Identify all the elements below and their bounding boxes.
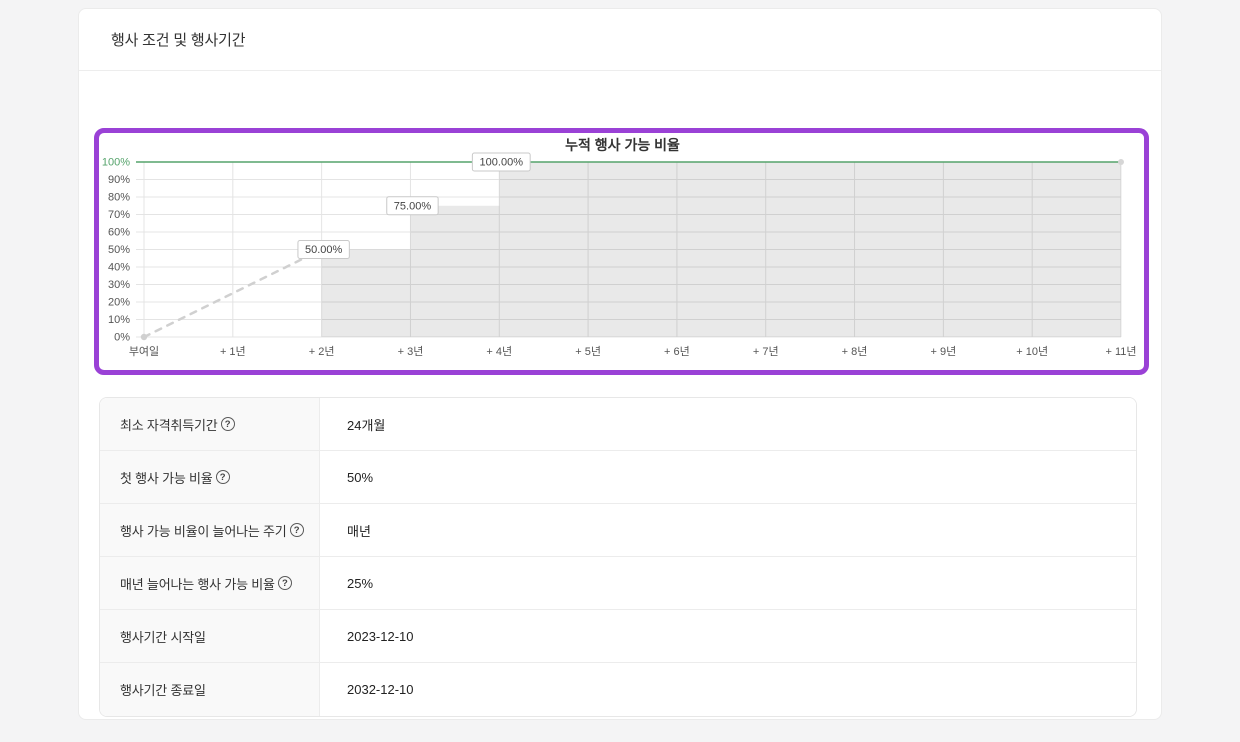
x-tick-label: + 10년 (1016, 345, 1048, 358)
row-value: 24개월 (347, 417, 386, 433)
table-row: 행사기간 시작일 2023-12-10 (100, 610, 1136, 663)
row-label-cell: 매년 늘어나는 행사 가능 비율 ? (100, 557, 320, 609)
x-tick-label: + 9년 (931, 345, 957, 358)
row-label-cell: 최소 자격취득기간 ? (100, 398, 320, 450)
row-label: 행사기간 시작일 (120, 629, 206, 645)
y-tick-label: 60% (108, 227, 130, 239)
vesting-chart-panel: 100% 90% 80% 70% 60% 50% 40% 30% 20% 10% 0% 부여일 + 1년… (94, 128, 1149, 375)
y-tick-label: 90% (108, 174, 130, 186)
point-label-box (471, 152, 531, 172)
row-label: 첫 행사 가능 비율 (120, 470, 213, 486)
y-tick-label: 10% (108, 314, 130, 326)
point-label-text: 50.00% (305, 244, 343, 256)
table-row: 최소 자격취득기간 ? 24개월 (100, 398, 1136, 451)
row-label: 매년 늘어나는 행사 가능 비율 (120, 576, 275, 592)
x-tick-label: + 6년 (664, 345, 690, 358)
vesting-ramp-dashed-line (142, 248, 323, 339)
help-icon[interactable]: ? (215, 470, 230, 484)
y-tick-label: 50% (108, 244, 130, 256)
table-row: 매년 늘어나는 행사 가능 비율 ? 25% (100, 557, 1136, 610)
table-row: 행사 가능 비율이 늘어나는 주기 ? 매년 (100, 504, 1136, 557)
x-tick-label: + 3년 (398, 345, 424, 358)
point-label-box (297, 240, 350, 259)
row-value: 2023-12-10 (347, 628, 414, 644)
x-tick-label: + 4년 (486, 345, 512, 358)
y-tick-label: 40% (108, 262, 130, 274)
line-end-dot (1118, 159, 1124, 165)
point-label-text: 75.00% (394, 200, 432, 212)
table-row: 행사기간 종료일 2032-12-10 (100, 663, 1136, 716)
row-label-cell: 행사기간 시작일 (100, 610, 320, 662)
point-label-box (386, 196, 439, 216)
x-tick-label: 부여일 (129, 344, 159, 358)
card-header: 행사 조건 및 행사기간 (79, 9, 1161, 71)
x-tick-label: + 2년 (309, 345, 335, 358)
x-tick-label: + 5년 (575, 345, 601, 358)
row-value: 25% (347, 575, 374, 591)
row-value: 50% (347, 469, 374, 485)
y-tick-label: 100% (102, 157, 130, 169)
x-tick-label: + 7년 (753, 345, 779, 358)
help-icon[interactable]: ? (277, 576, 292, 590)
x-tick-label: + 11년 (1105, 345, 1136, 358)
chart-title: 누적 행사 가능 비율 (565, 137, 680, 153)
help-icon[interactable]: ? (220, 417, 235, 431)
y-tick-label: 70% (108, 209, 130, 221)
exercise-conditions-card: 행사 조건 및 행사기간 100% 90% 80% 70% 60% 50% 40% 30% 20… (78, 8, 1162, 720)
page-title: 행사 조건 및 행사기간 (111, 32, 246, 49)
row-label-cell: 첫 행사 가능 비율 ? (100, 451, 320, 503)
row-value: 2032-12-10 (347, 682, 414, 697)
point-label-text: 100.00% (480, 157, 524, 169)
x-tick-label: + 1년 (220, 345, 246, 358)
row-label: 행사 가능 비율이 늘어나는 주기 (120, 523, 287, 539)
help-icon[interactable]: ? (289, 523, 304, 537)
row-label: 최소 자격취득기간 (120, 417, 218, 433)
y-tick-label: 30% (108, 279, 130, 291)
y-tick-label: 0% (114, 332, 130, 344)
vesting-chart: 100% 90% 80% 70% 60% 50% 40% 30% 20% 10% 0%부여일 + 1년… (102, 137, 1137, 358)
row-label-cell: 행사 가능 비율이 늘어나는 주기 ? (100, 504, 320, 556)
y-tick-label: 20% (108, 297, 130, 309)
exercise-info-table: 최소 자격취득기간 ? 24개월 첫 행사 가능 비율 ? 50% 행사 가능 … (99, 397, 1137, 717)
row-value: 매년 (347, 523, 371, 539)
vested-area (321, 162, 1121, 337)
x-tick-label: + 8년 (842, 345, 868, 358)
ramp-start-dot (140, 333, 148, 341)
row-label: 행사기간 종료일 (120, 683, 206, 698)
row-label-cell: 행사기간 종료일 (100, 663, 320, 716)
y-tick-label: 80% (108, 192, 130, 204)
table-row: 첫 행사 가능 비율 ? 50% (100, 451, 1136, 504)
